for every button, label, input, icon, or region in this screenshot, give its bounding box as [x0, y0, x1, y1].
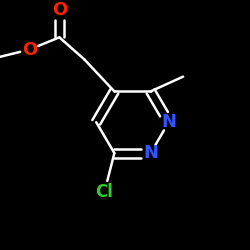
- Text: O: O: [52, 1, 67, 19]
- Text: N: N: [161, 113, 176, 131]
- Text: Cl: Cl: [96, 184, 113, 202]
- Text: O: O: [22, 40, 37, 58]
- Text: N: N: [143, 144, 158, 162]
